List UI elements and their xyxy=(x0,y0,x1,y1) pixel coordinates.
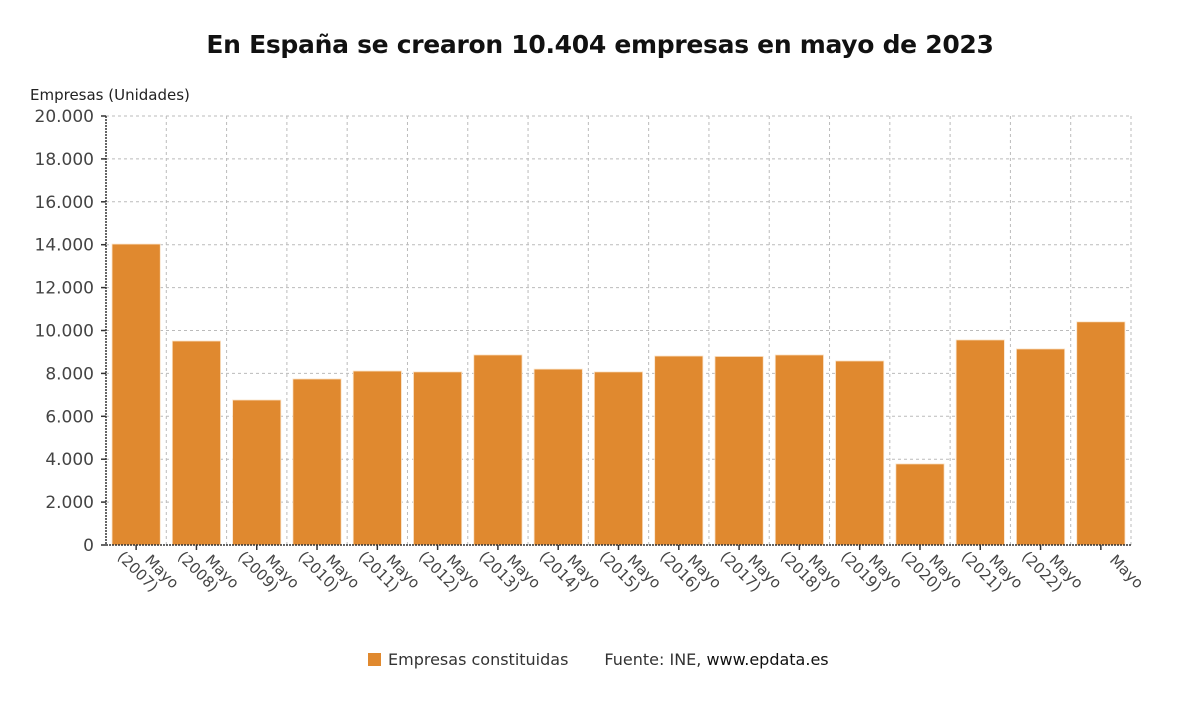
x-tick-label-line: Mayo xyxy=(1106,551,1147,592)
x-tick-label: Mayo(2016) xyxy=(656,548,725,596)
legend-swatch xyxy=(368,653,381,666)
bar xyxy=(714,356,764,546)
x-tick-label: Mayo(2008) xyxy=(174,548,243,596)
x-tick-label: Mayo(2015) xyxy=(596,548,665,596)
source-note: Fuente: INE, www.epdata.es xyxy=(604,650,828,669)
bar xyxy=(413,371,463,546)
y-tick-label: 12.000 xyxy=(35,279,94,299)
x-tick-label: Mayo(2022) xyxy=(1018,548,1087,596)
x-tick-label: Mayo(2007) xyxy=(114,548,183,596)
y-tick-label: 10.000 xyxy=(35,322,94,342)
bar xyxy=(1016,348,1066,546)
x-tick-label: Mayo(2017) xyxy=(717,548,786,596)
x-tick-label: Mayo(2011) xyxy=(355,548,424,596)
y-tick-label: 2.000 xyxy=(45,493,94,513)
x-tick-label: Mayo(2020) xyxy=(898,548,967,596)
bar xyxy=(1076,321,1126,546)
y-tick-label: 6.000 xyxy=(45,407,94,427)
bar xyxy=(292,378,342,546)
x-tick-label: Mayo xyxy=(1106,551,1147,592)
legend-label: Empresas constituidas xyxy=(388,650,569,669)
bar xyxy=(593,371,644,546)
source-site: www.epdata.es xyxy=(706,650,829,669)
y-tick-label: 20.000 xyxy=(35,107,94,127)
bar xyxy=(654,355,704,546)
chart-title: En España se crearon 10.404 empresas en … xyxy=(206,30,994,59)
bars xyxy=(111,243,1126,546)
bar xyxy=(895,463,945,546)
bar xyxy=(835,360,885,546)
bar xyxy=(533,368,583,546)
bar xyxy=(111,243,161,546)
y-tick-labels: 0 2.000 4.000 6.000 8.000 10.000 12.000 14.000 1… xyxy=(35,107,94,556)
bar xyxy=(955,339,1005,546)
x-tick-label: Mayo(2013) xyxy=(476,548,545,596)
y-tick-label: 8.000 xyxy=(45,364,94,384)
x-tick-label: Mayo(2014) xyxy=(536,548,605,596)
x-tick-label: Mayo(2018) xyxy=(777,548,846,596)
bar xyxy=(171,340,221,546)
x-tick-label: Mayo(2012) xyxy=(415,548,484,596)
x-tick-label: Mayo(2009) xyxy=(234,548,303,596)
bar xyxy=(232,399,282,546)
y-tick-label: 14.000 xyxy=(35,236,94,256)
source-prefix: Fuente: INE, xyxy=(604,650,707,669)
y-tick-label: 16.000 xyxy=(35,193,94,213)
x-tick-label: Mayo(2010) xyxy=(295,548,364,596)
x-tick-label: Mayo(2021) xyxy=(958,548,1027,596)
bar xyxy=(774,354,824,546)
axes xyxy=(101,115,1131,550)
bar xyxy=(352,370,402,546)
y-tick-label: 18.000 xyxy=(35,150,94,170)
legend: Empresas constituidas Fuente: INE, www.e… xyxy=(368,650,829,669)
y-tick-label: 4.000 xyxy=(45,450,94,470)
x-tick-label: Mayo(2019) xyxy=(837,548,906,596)
y-axis-label: Empresas (Unidades) xyxy=(30,86,190,104)
y-tick-label: 0 xyxy=(83,536,94,556)
bar xyxy=(473,354,523,546)
x-tick-labels: Mayo(2007) Mayo(2008) Mayo(2009) Mayo(2010)… xyxy=(114,548,1147,596)
